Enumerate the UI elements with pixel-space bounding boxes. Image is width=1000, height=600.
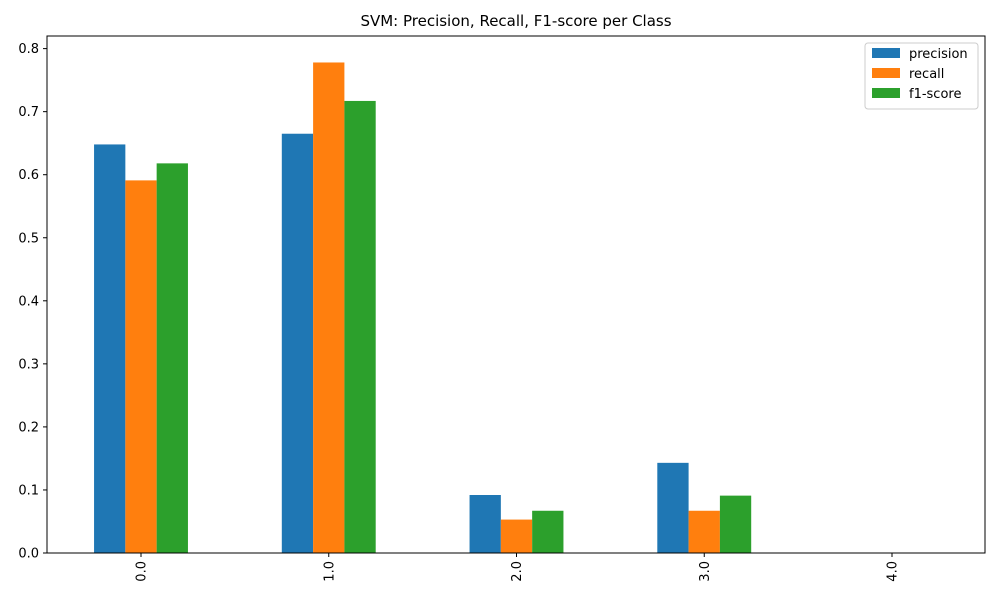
legend-swatch-recall: [872, 68, 900, 78]
legend-swatch-precision: [872, 48, 900, 58]
legend: precision recall f1-score: [864, 42, 979, 110]
y-axis: 0.0 0.1 0.2 0.3 0.4 0.5 0.6 0.7 0.8: [18, 42, 47, 562]
bar-f1-score-0.0: [156, 163, 188, 554]
x-axis: 0.0 1.0 2.0 3.0 4.0: [135, 553, 901, 582]
y-tick-label: 0.5: [18, 231, 39, 246]
x-tick-label: 3.0: [698, 561, 713, 582]
bar-recall-2.0: [500, 519, 533, 553]
y-tick-label: 0.1: [18, 483, 39, 498]
y-tick-label: 0.6: [18, 168, 39, 183]
bar-recall-1.0: [313, 62, 345, 553]
bar-recall-3.0: [688, 510, 720, 553]
legend-label-recall: recall: [909, 67, 944, 82]
bar-f1-score-3.0: [719, 495, 752, 553]
x-tick-label: 1.0: [322, 561, 337, 582]
y-tick-label: 0.0: [18, 547, 39, 562]
x-tick-label: 2.0: [510, 561, 525, 582]
y-tick-label: 0.2: [18, 420, 39, 435]
y-tick-label: 0.3: [18, 357, 39, 372]
bar-f1-score-2.0: [532, 510, 564, 553]
bar-precision-1.0: [281, 133, 314, 554]
bars-group: [94, 62, 752, 554]
legend-swatch-f1-score: [872, 88, 900, 98]
bar-precision-2.0: [469, 495, 501, 553]
plot-frame: [46, 35, 986, 554]
y-tick-label: 0.7: [18, 105, 39, 120]
y-tick-label: 0.8: [18, 42, 39, 57]
x-tick-label: 0.0: [135, 561, 150, 582]
bar-recall-0.0: [125, 180, 157, 553]
bar-f1-score-1.0: [344, 100, 376, 553]
chart-title: SVM: Precision, Recall, F1-score per Cla…: [360, 12, 671, 30]
legend-label-f1-score: f1-score: [909, 87, 961, 102]
legend-label-precision: precision: [909, 47, 968, 62]
bar-precision-0.0: [94, 144, 126, 553]
y-tick-label: 0.4: [18, 294, 39, 309]
x-tick-label: 4.0: [886, 561, 901, 582]
bar-precision-3.0: [657, 462, 689, 553]
